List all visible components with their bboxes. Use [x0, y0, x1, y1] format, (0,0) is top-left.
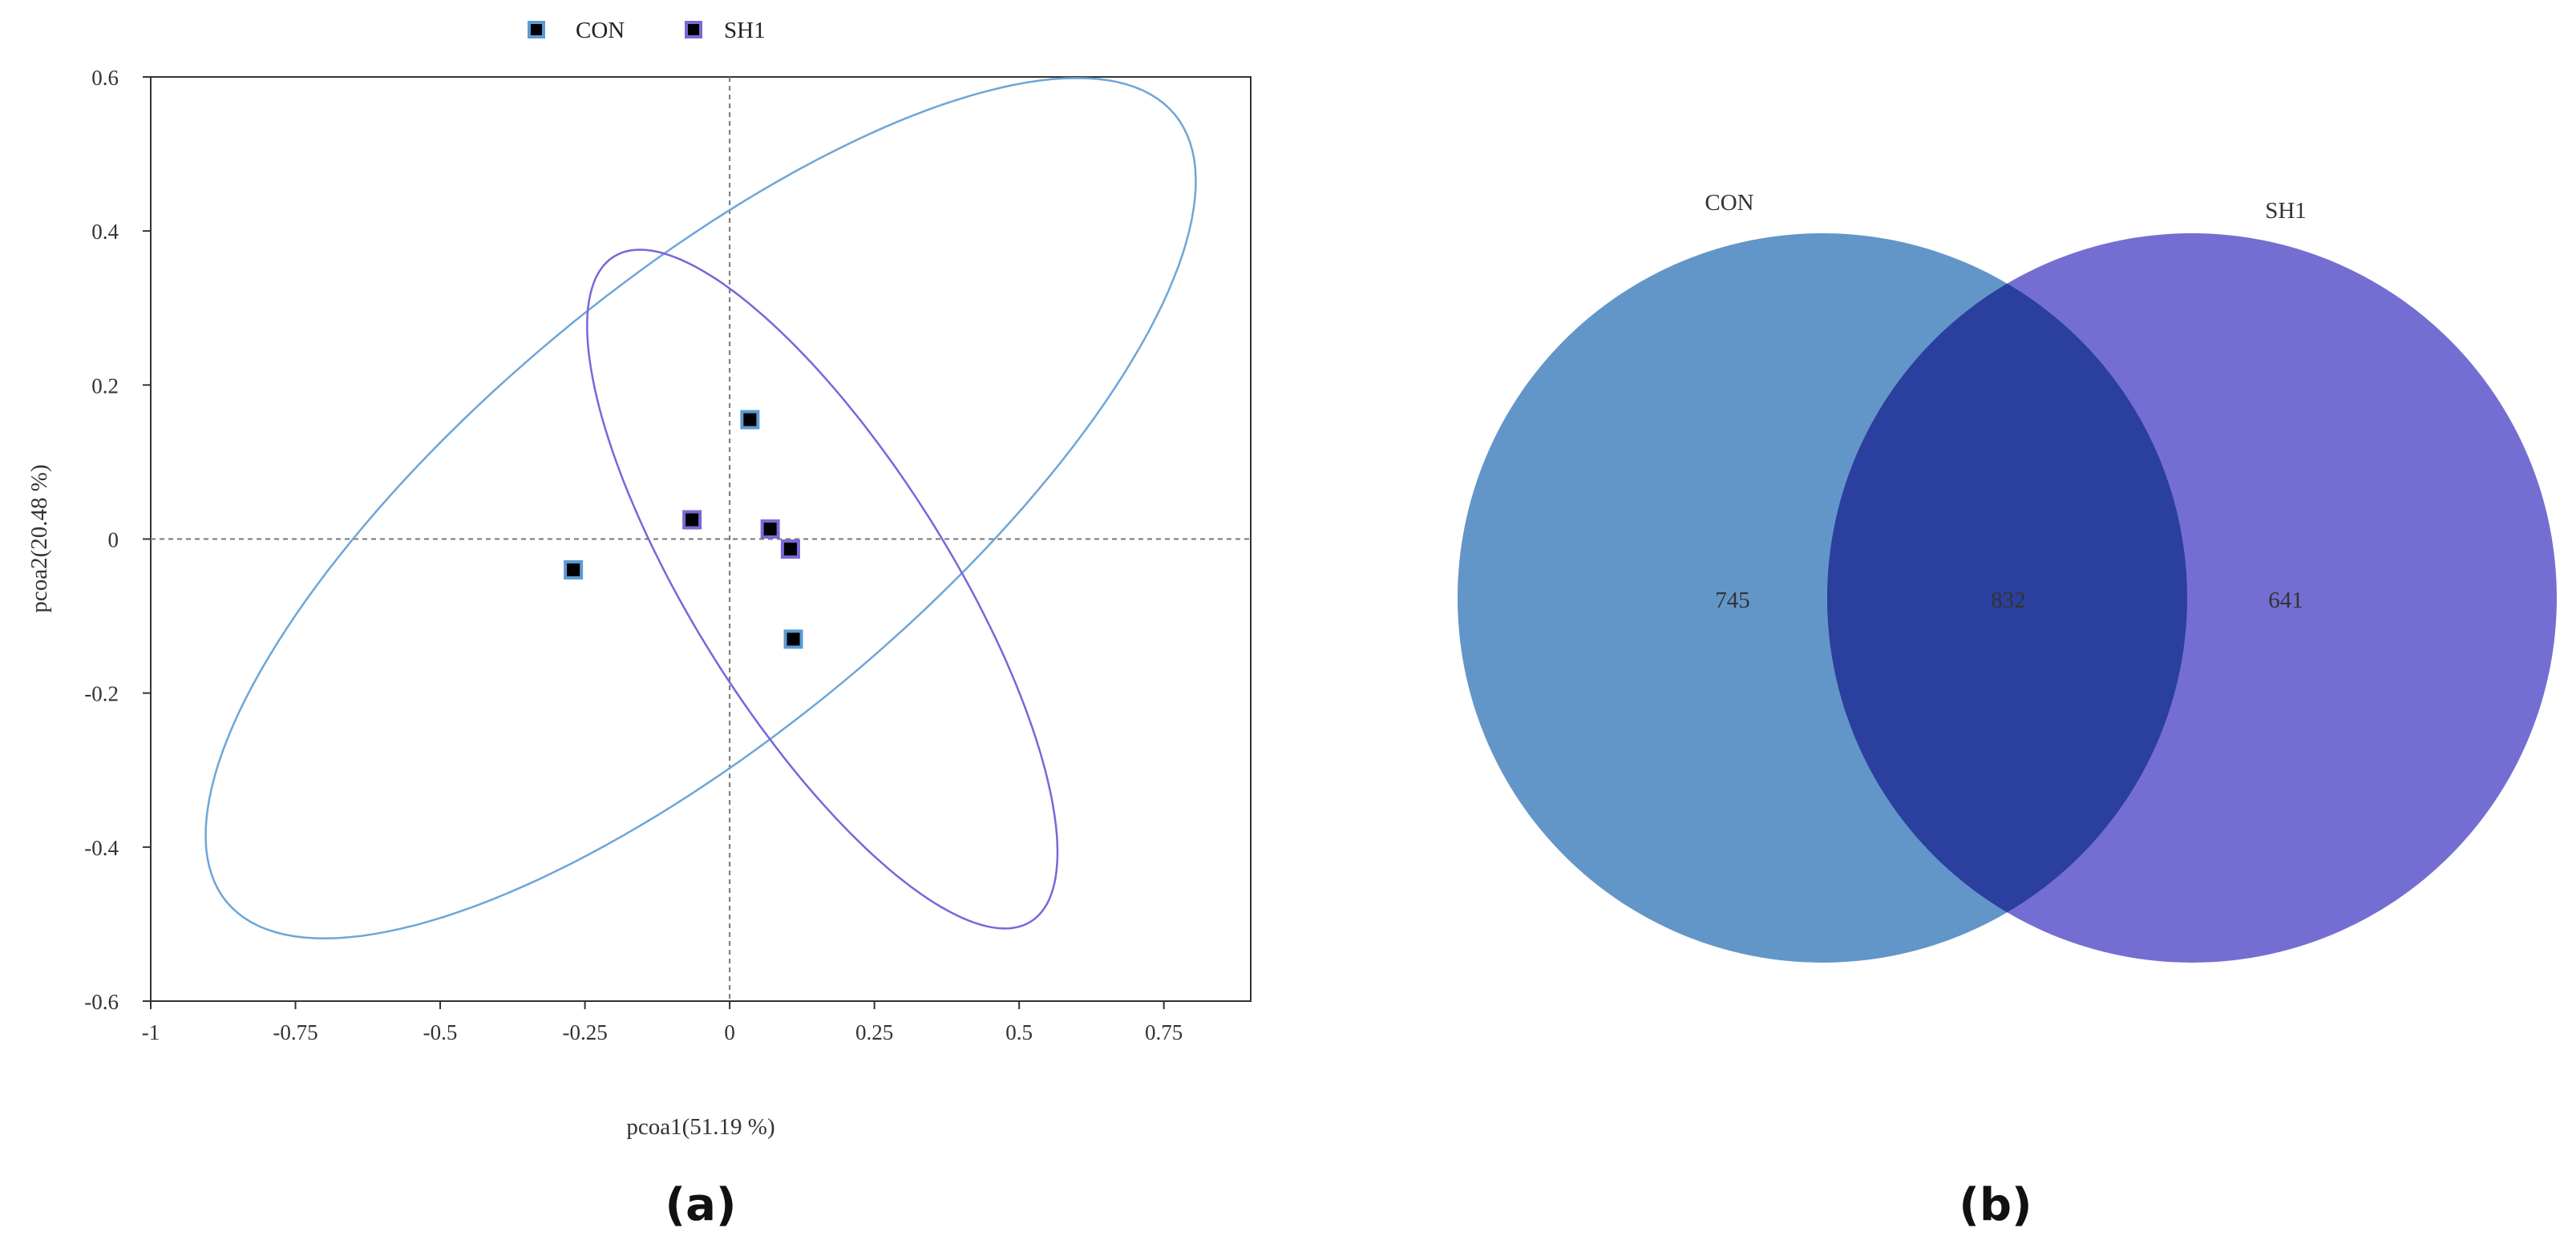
y-tick-label: -0.6 — [84, 990, 119, 1014]
legend-marker-sh1 — [685, 21, 702, 38]
scatter-legend: CON SH1 — [528, 18, 766, 43]
x-tick-label: 0 — [724, 1020, 735, 1044]
ellipse-sh1 — [586, 248, 1059, 930]
legend-marker-con — [528, 21, 545, 38]
x-tick-label: -0.75 — [273, 1020, 317, 1044]
point-con — [783, 629, 803, 649]
pcoa-scatter-chart: CON SH1 -1 -0.75 -0.5 -0.25 0 0.25 0.5 0.75 0.6… — [26, 18, 1252, 1231]
y-tick-label: 0.4 — [91, 220, 119, 244]
y-tick-label: 0.6 — [91, 66, 119, 90]
legend-label-sh1: SH1 — [724, 18, 766, 43]
venn-set-label-con: CON — [1705, 190, 1753, 216]
y-tick-label: -0.2 — [84, 682, 119, 706]
point-con — [740, 410, 760, 430]
group-ellipses — [204, 77, 1197, 940]
y-axis-title: pcoa2(20.48 %) — [26, 464, 52, 612]
panel-label-b: (b) — [1959, 1179, 2032, 1231]
data-points — [564, 410, 803, 649]
legend-label-con: CON — [576, 18, 625, 43]
x-tick-label: 0.75 — [1145, 1020, 1183, 1044]
point-sh1 — [682, 510, 702, 530]
x-tick-label: 0.5 — [1005, 1020, 1033, 1044]
x-axis-title: pcoa1(51.19 %) — [626, 1114, 774, 1140]
x-tick-label: -0.25 — [562, 1020, 607, 1044]
venn-count-con-only: 745 — [1715, 588, 1750, 613]
y-axis-ticks: 0.6 0.4 0.2 0 -0.2 -0.4 -0.6 — [84, 66, 151, 1014]
x-tick-label: 0.25 — [855, 1020, 893, 1044]
y-tick-label: 0.2 — [91, 374, 119, 398]
point-sh1 — [780, 539, 800, 559]
venn-count-sh1-only: 641 — [2268, 588, 2303, 613]
ellipse-con — [204, 77, 1197, 940]
x-tick-label: -1 — [142, 1020, 160, 1044]
x-axis-ticks: -1 -0.75 -0.5 -0.25 0 0.25 0.5 0.75 — [142, 1001, 1183, 1044]
y-tick-label: -0.4 — [84, 836, 119, 860]
panel-label-a: (a) — [665, 1179, 737, 1231]
venn-set-label-sh1: SH1 — [2265, 198, 2307, 224]
point-sh1 — [760, 519, 780, 539]
x-tick-label: -0.5 — [423, 1020, 458, 1044]
venn-count-shared: 832 — [1991, 588, 2026, 613]
y-tick-label: 0 — [108, 528, 119, 552]
venn-diagram: CON SH1 745 832 641 (b) — [1458, 190, 2557, 1231]
venn-intersection — [1827, 233, 2187, 963]
point-con — [564, 559, 584, 580]
